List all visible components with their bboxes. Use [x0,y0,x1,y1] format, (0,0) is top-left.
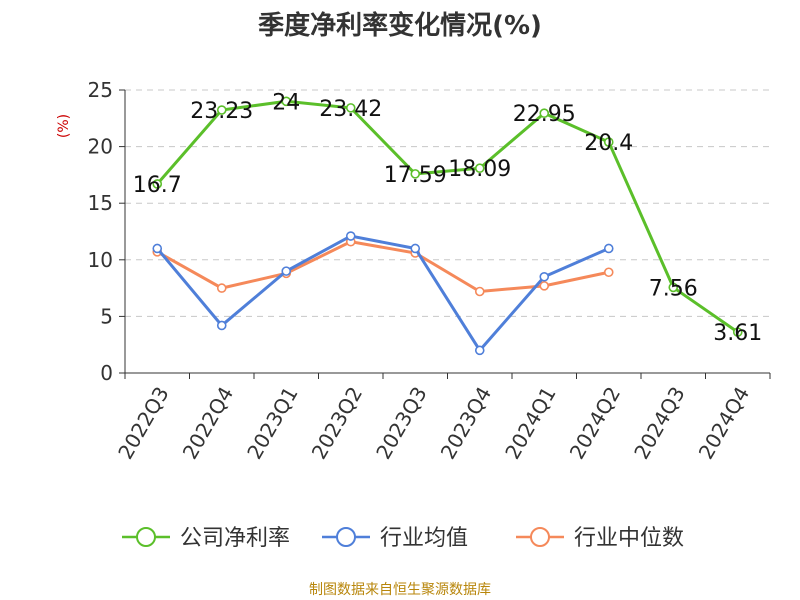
data-label: 3.61 [713,321,762,346]
data-label: 16.7 [133,173,182,198]
data-point [539,271,550,282]
data-label: 22.95 [513,102,576,127]
data-point [152,243,163,254]
x-tick-label: 2023Q3 [371,383,431,464]
x-tick-label: 2023Q1 [242,383,302,464]
data-label: 17.59 [384,163,447,188]
legend-label: 行业中位数 [574,526,684,551]
y-tick-label: 10 [88,248,113,272]
data-point [216,105,227,115]
data-label: 7.56 [649,276,698,301]
legend-label: 公司净利率 [180,526,290,551]
data-label: 23.42 [319,97,382,122]
data-point [345,103,356,113]
data-label: 20.4 [584,131,633,156]
data-point [603,243,614,254]
data-point [345,231,356,241]
x-tick-label: 2024Q1 [500,383,560,464]
legend-label: 行业均值 [380,526,468,551]
y-tick-label: 25 [88,78,113,102]
legend-marker [336,527,356,547]
x-tick-label: 2023Q4 [436,383,496,464]
x-tick-label: 2022Q3 [113,383,173,464]
y-tick-label: 5 [100,304,113,328]
grid-lines [125,89,770,317]
data-point [216,283,227,293]
data-point [603,137,614,147]
x-tick-label: 2024Q2 [565,383,625,464]
x-tick-label: 2022Q4 [178,383,238,464]
y-tick-label: 20 [88,135,113,159]
x-tick-label: 2023Q2 [307,383,367,464]
data-point [281,266,292,276]
series-line [156,99,739,334]
y-tick-label: 15 [88,191,113,215]
legend-marker [136,527,156,547]
y-tick-label: 0 [100,361,113,385]
source-note: 制图数据来自恒生聚源数据库 [309,582,491,598]
data-point [216,320,227,331]
data-label: 18.09 [448,157,511,182]
y-axis-label: (%) [56,114,72,138]
series-layer: 16.7 23.23 24 23.42 17.59 18.09 22.95 20.4 7.56 3… [133,90,762,356]
data-point [539,281,550,291]
data-point [152,179,163,189]
data-point [474,345,485,356]
data-point [539,108,550,119]
x-tick-label: 2024Q4 [694,383,754,464]
x-tick-label: 2024Q3 [629,383,689,464]
data-point [603,267,614,278]
data-point [732,327,743,337]
data-point [281,96,292,107]
data-point [410,169,421,179]
data-point [410,243,421,254]
data-label: 24 [272,90,300,115]
data-point [668,282,679,293]
data-label: 23.23 [190,99,253,124]
legend-marker [530,527,550,547]
chart-title: 季度净利率变化情况(%) [258,10,542,41]
series-line [156,234,610,353]
legend: 公司净利率 行业均值 行业中位数 [122,526,684,551]
data-point [474,286,485,297]
data-point [474,163,485,174]
